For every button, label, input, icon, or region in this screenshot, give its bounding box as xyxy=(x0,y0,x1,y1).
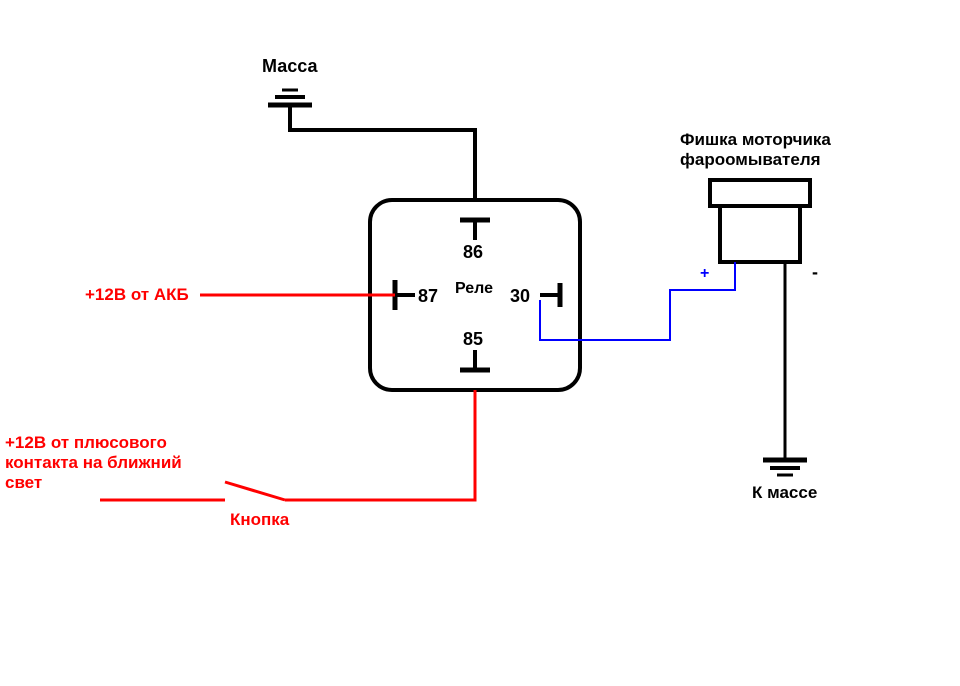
plug-minus: - xyxy=(812,262,818,282)
connector-outer xyxy=(710,180,810,206)
lowbeam-label-2: контакта на ближний xyxy=(5,453,182,472)
lowbeam-label-1: +12В от плюсового xyxy=(5,433,167,452)
to-mass-label: К массе xyxy=(752,483,817,502)
button-label: Кнопка xyxy=(230,510,290,529)
wire-85-to-button xyxy=(285,390,475,500)
pin-87-label: 87 xyxy=(418,286,438,306)
switch-arm xyxy=(225,482,285,500)
plug-title-2: фароомывателя xyxy=(680,150,821,169)
pin-85-label: 85 xyxy=(463,329,483,349)
wire-86-to-ground xyxy=(290,105,475,200)
pin-30-label: 30 xyxy=(510,286,530,306)
lowbeam-label-3: свет xyxy=(5,473,42,492)
pin-86-label: 86 xyxy=(463,242,483,262)
wiring-diagram: Реле 86 87 30 85 Масса Фишка моторчика ф… xyxy=(0,0,960,686)
relay-label: Реле xyxy=(455,280,493,297)
connector-inner xyxy=(720,206,800,262)
akb-label: +12В от АКБ xyxy=(85,285,189,304)
mass-top-label: Масса xyxy=(262,56,318,76)
plug-title-1: Фишка моторчика xyxy=(680,130,831,149)
plug-plus: + xyxy=(700,265,709,282)
